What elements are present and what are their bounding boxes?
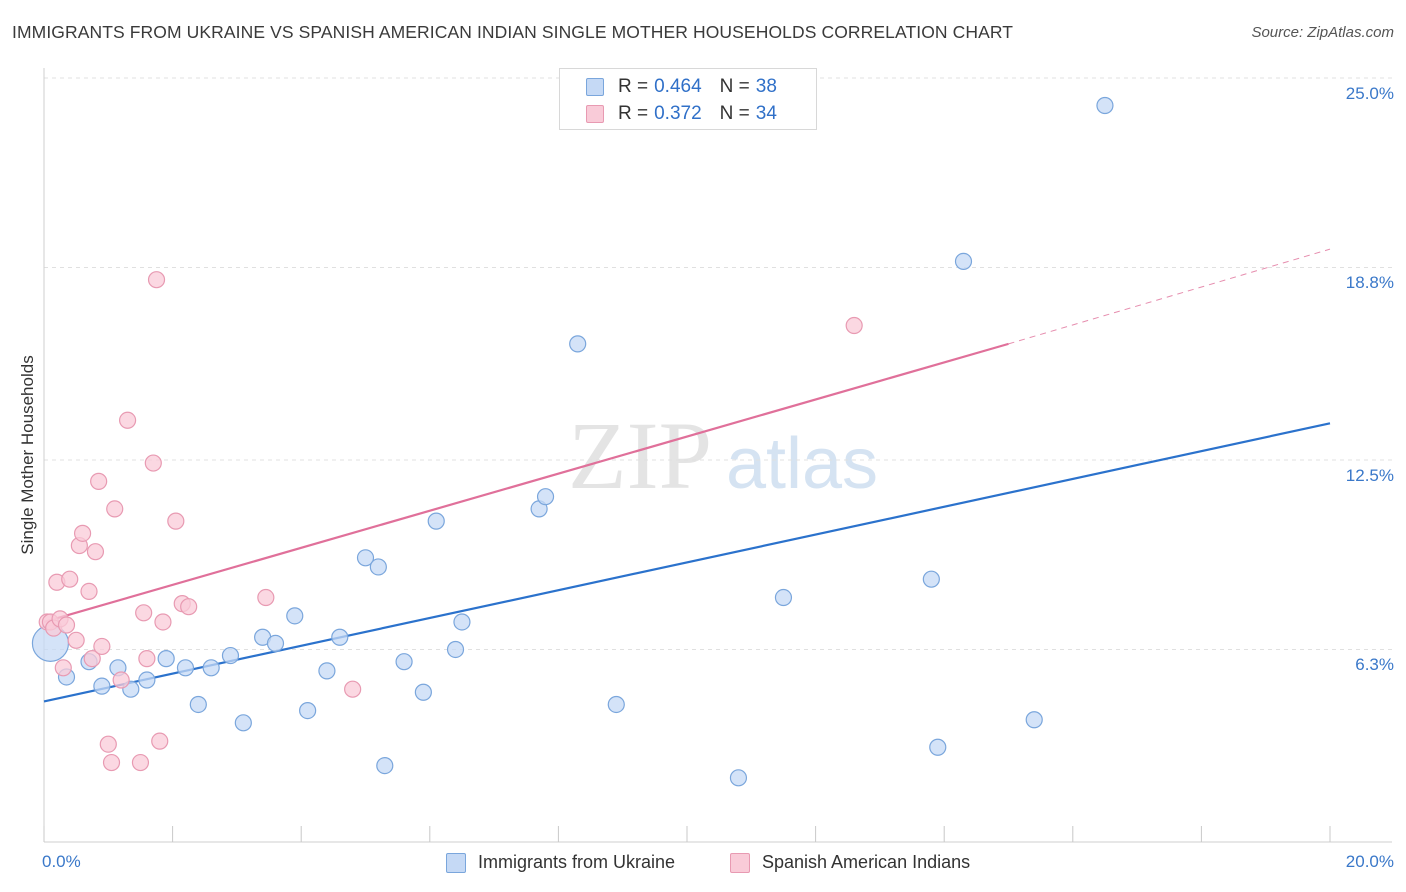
data-point — [102, 753, 121, 772]
data-point — [1096, 96, 1114, 115]
data-point — [144, 454, 162, 472]
y-tick-label: 18.8% — [1345, 273, 1394, 293]
trend-line-blue — [43, 422, 1331, 703]
data-point — [369, 558, 387, 576]
y-tick-label: 25.0% — [1345, 84, 1394, 103]
bottom-legend-ukraine[interactable]: Immigrants from Ukraine — [446, 852, 675, 873]
legend-label-spanish-american-indians: Spanish American Indians — [762, 852, 971, 872]
data-point — [266, 634, 285, 652]
x-tick-min: 0.0% — [42, 852, 81, 871]
data-point — [93, 677, 111, 695]
stats-legend: R = 0.464 N = 38 R = 0.372 N = 34 — [559, 68, 817, 130]
chart-title: IMMIGRANTS FROM UKRAINE VS SPANISH AMERI… — [12, 22, 1014, 42]
data-point — [90, 472, 108, 490]
data-point — [106, 500, 124, 518]
data-point — [67, 631, 85, 649]
data-point — [607, 695, 625, 714]
data-point — [774, 588, 793, 607]
y-tick-label: 12.5% — [1345, 466, 1394, 485]
legend-n-value: 38 — [755, 76, 777, 97]
data-point — [118, 411, 137, 429]
data-point — [83, 650, 101, 668]
data-point — [93, 637, 111, 656]
legend-swatch-blue — [586, 78, 604, 96]
data-point — [147, 271, 166, 289]
legend-label-ukraine: Immigrants from Ukraine — [478, 852, 676, 872]
data-point — [453, 613, 471, 631]
legend-row-spanish-american-indians: R = 0.372 N = 34 — [586, 101, 795, 127]
data-point — [356, 549, 375, 567]
series-pink — [38, 271, 863, 772]
data-point — [135, 604, 153, 622]
data-point — [299, 701, 317, 720]
legend-n-label: N = — [719, 103, 750, 124]
data-point — [331, 628, 349, 646]
data-point — [845, 316, 863, 335]
data-point — [446, 640, 465, 659]
data-points — [31, 96, 1114, 787]
legend-r-label: R = — [618, 76, 649, 97]
data-point — [99, 735, 117, 753]
legend-swatch-blue — [446, 852, 466, 873]
trend-lines — [43, 248, 1331, 703]
data-point — [131, 753, 150, 772]
watermark-zip: ZIP — [568, 402, 712, 509]
data-point — [569, 335, 587, 353]
data-point — [221, 646, 240, 665]
data-point — [395, 653, 413, 671]
data-point — [954, 252, 973, 270]
data-point — [318, 662, 336, 680]
data-point — [536, 488, 555, 506]
data-point — [257, 588, 275, 607]
data-point — [61, 570, 79, 588]
data-point — [80, 582, 98, 601]
legend-r-value: 0.372 — [654, 103, 702, 124]
legend-n-label: N = — [719, 76, 750, 97]
source-label: Source: ZipAtlas.com — [1251, 24, 1394, 41]
legend-swatch-pink — [730, 852, 750, 873]
x-tick-max: 20.0% — [1345, 852, 1394, 871]
legend-row-ukraine: R = 0.464 N = 38 — [586, 74, 795, 100]
trend-line-pink — [43, 342, 1009, 624]
data-point — [922, 570, 940, 588]
data-point — [73, 524, 92, 542]
data-point — [234, 714, 252, 732]
watermark: ZIP atlas — [568, 402, 878, 509]
y-axis-label: Single Mother Households — [18, 355, 37, 555]
y-tick-label: 6.3% — [1355, 655, 1394, 675]
legend-n-value: 34 — [755, 103, 777, 124]
data-point — [929, 738, 947, 756]
axes — [43, 68, 1392, 843]
gridlines — [44, 77, 1392, 650]
data-point — [154, 613, 172, 631]
data-point — [138, 650, 156, 668]
data-point — [376, 756, 394, 775]
legend-r-value: 0.464 — [654, 76, 702, 97]
data-point — [138, 671, 156, 689]
data-point — [54, 659, 72, 677]
data-point — [286, 607, 304, 625]
data-point — [427, 512, 445, 530]
data-point — [112, 671, 130, 689]
data-point — [202, 659, 220, 677]
data-point — [414, 683, 432, 701]
data-point — [157, 650, 175, 668]
data-point — [1025, 711, 1043, 729]
data-point — [344, 680, 362, 698]
data-point — [180, 598, 198, 616]
trend-line-extension-pink — [1008, 248, 1331, 345]
data-point — [729, 769, 748, 787]
data-point — [57, 616, 76, 634]
legend-r-label: R = — [618, 103, 649, 124]
data-point — [86, 543, 105, 561]
data-point — [189, 695, 207, 714]
legend-swatch-pink — [586, 105, 604, 123]
bottom-legend-spanish-american-indians[interactable]: Spanish American Indians — [730, 852, 970, 873]
data-point — [167, 512, 185, 530]
data-point — [176, 659, 195, 677]
data-point — [151, 732, 169, 750]
watermark-atlas: atlas — [726, 424, 878, 504]
